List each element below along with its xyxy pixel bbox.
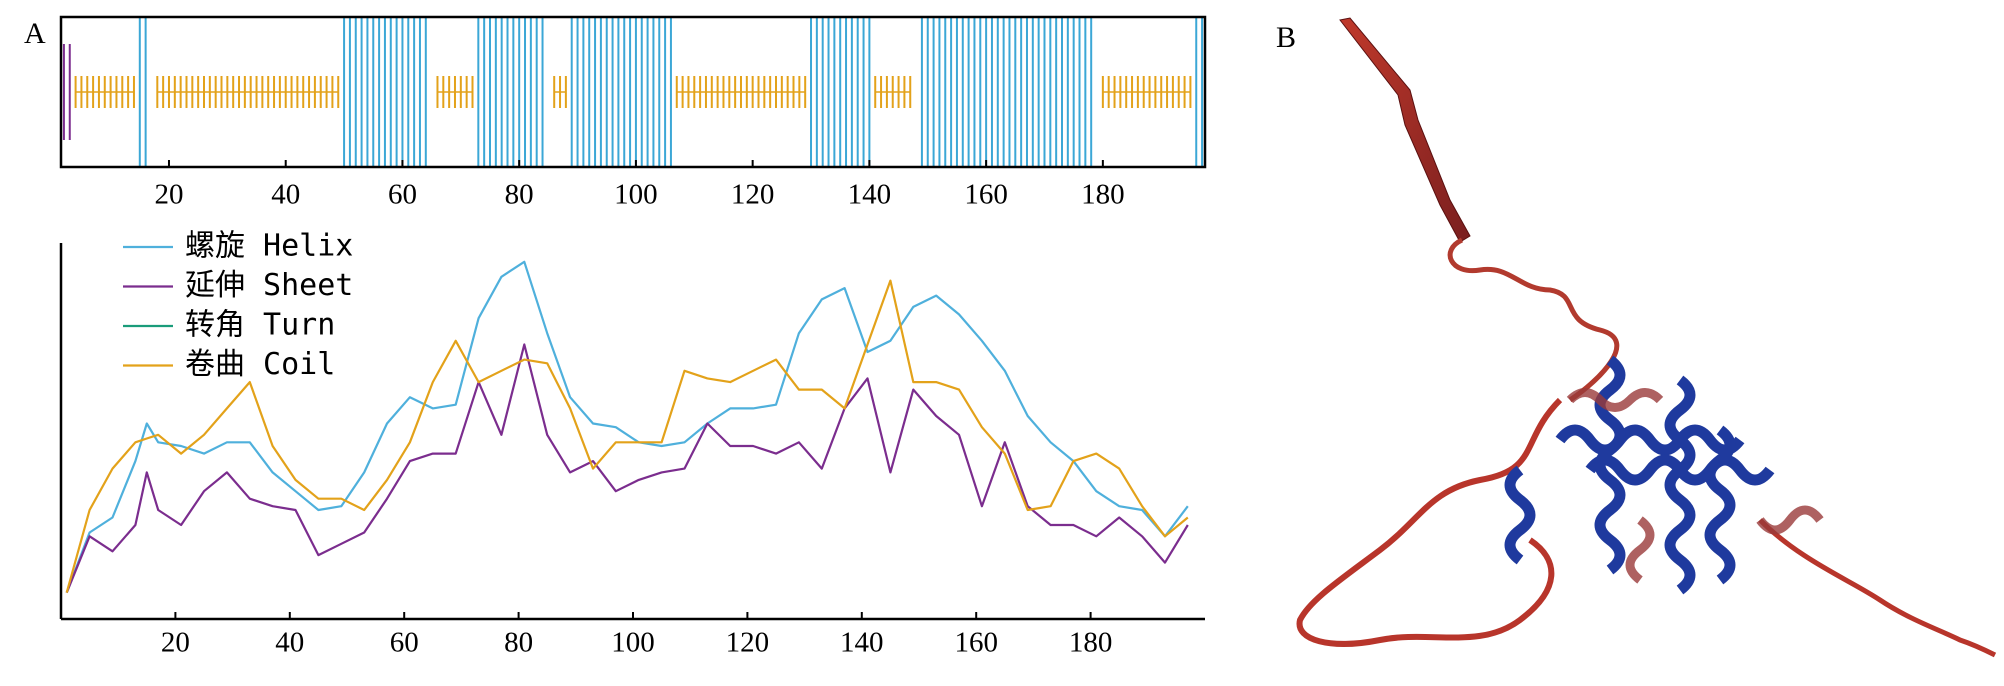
x-tick-label: 140 [848, 179, 892, 211]
plot-frame [59, 15, 1207, 169]
x-tick-label: 100 [614, 179, 658, 211]
series-line [65, 260, 1189, 594]
x-tick-label: 20 [161, 627, 190, 659]
x-tick-label: 180 [1081, 179, 1125, 211]
x-tick-label: 120 [731, 179, 775, 211]
x-tick-label: 100 [611, 627, 655, 659]
legend-label: 延伸 Sheet [185, 268, 353, 303]
legend-label: 转角 Turn [185, 308, 335, 343]
x-tick-label: 180 [1069, 627, 1113, 659]
x-tick-label: 80 [505, 179, 534, 211]
x-tick-label: 140 [840, 627, 884, 659]
legend-label: 螺旋 Helix [185, 229, 353, 264]
panel-label: B [1276, 21, 1296, 54]
x-tick-label: 160 [964, 179, 1008, 211]
panel-label: A [24, 17, 46, 50]
x-tick-label: 120 [726, 627, 770, 659]
x-tick-label: 80 [504, 627, 533, 659]
x-tick-label: 20 [154, 179, 183, 211]
series-line [65, 279, 1189, 593]
x-tick-label: 160 [954, 627, 998, 659]
x-tick-label: 60 [390, 627, 419, 659]
x-tick-label: 60 [388, 179, 417, 211]
x-tick-label: 40 [271, 179, 300, 211]
x-tick-label: 40 [275, 627, 304, 659]
protein-structure [1296, 17, 1997, 658]
legend: 螺旋 Helix 延伸 Sheet 转角 Turn 卷曲 Coil [123, 229, 353, 382]
legend-label: 卷曲 Coil [185, 347, 335, 382]
series-line [65, 343, 1189, 594]
